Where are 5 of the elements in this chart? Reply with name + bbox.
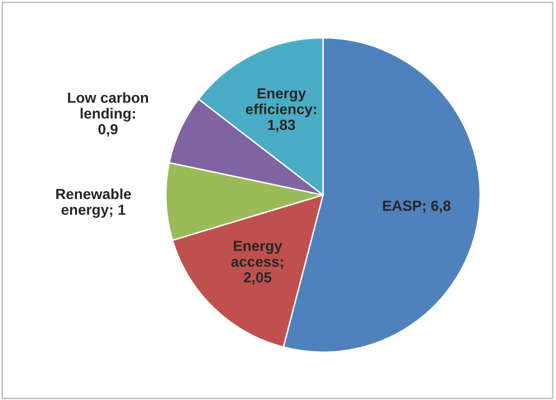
slice-label: Renewable energy; 1 — [56, 188, 131, 218]
slice-label: EASP; 6,8 — [383, 200, 451, 214]
slice-label: Energy access; 2,05 — [231, 240, 283, 285]
slice-label: Energy efficiency: 1,83 — [246, 88, 316, 132]
slice-label: Low carbon lending: 0,9 — [68, 92, 148, 136]
